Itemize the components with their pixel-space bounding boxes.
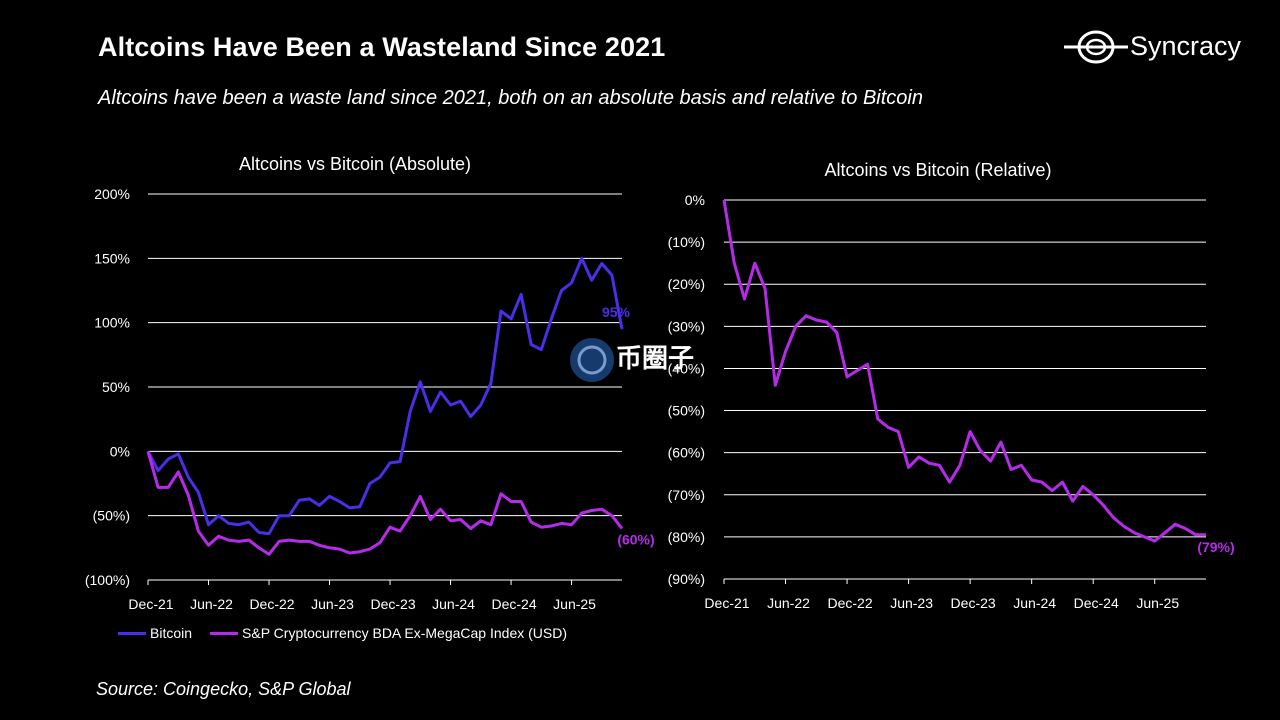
- y-tick-label: (80%): [668, 529, 705, 545]
- x-tick-label: Dec-22: [249, 596, 294, 612]
- y-tick-label: 100%: [94, 315, 130, 331]
- legend-label-bitcoin: Bitcoin: [150, 625, 193, 641]
- y-tick-label: (20%): [668, 276, 705, 292]
- x-tick-label: Jun-23: [890, 595, 933, 611]
- chart-absolute-title: Altcoins vs Bitcoin (Absolute): [239, 154, 471, 174]
- series-end-label: 95%: [602, 304, 631, 320]
- y-tick-label: (50%): [93, 508, 130, 524]
- x-tick-label: Jun-23: [311, 596, 354, 612]
- y-tick-label: (100%): [85, 572, 130, 588]
- chart-absolute-legend: Bitcoin S&P Cryptocurrency BDA Ex-MegaCa…: [118, 625, 567, 641]
- page-subtitle: Altcoins have been a waste land since 20…: [98, 87, 923, 109]
- y-tick-label: 200%: [94, 186, 130, 202]
- y-tick-label: (10%): [668, 234, 705, 250]
- y-tick-label: (90%): [668, 571, 705, 587]
- y-tick-label: (40%): [668, 360, 705, 376]
- chart-relative-title: Altcoins vs Bitcoin (Relative): [824, 160, 1051, 180]
- legend-item-bitcoin: Bitcoin: [118, 625, 192, 641]
- series-line-absolute-0: [146, 256, 624, 536]
- legend-swatch-index: [210, 631, 239, 635]
- series-end-label: (60%): [617, 532, 654, 548]
- series-line-relative-0: [722, 199, 1206, 543]
- series-line-absolute-1: [146, 450, 624, 556]
- y-tick-label: (60%): [668, 445, 705, 461]
- x-tick-label: Jun-22: [767, 595, 810, 611]
- x-tick-label: Jun-24: [1013, 595, 1056, 611]
- x-tick-label: Jun-22: [190, 596, 233, 612]
- watermark: 币圈子: [566, 332, 716, 388]
- x-tick-label: Dec-23: [951, 595, 996, 611]
- x-tick-label: Dec-22: [827, 595, 872, 611]
- watermark-logo-icon: [570, 338, 614, 382]
- page-title: Altcoins Have Been a Wasteland Since 202…: [98, 32, 666, 62]
- x-tick-label: Dec-24: [1074, 595, 1119, 611]
- x-tick-label: Dec-24: [491, 596, 536, 612]
- brand-logo: Syncracy: [1064, 28, 1254, 68]
- x-tick-label: Dec-21: [128, 596, 173, 612]
- y-tick-label: 150%: [94, 250, 130, 266]
- y-tick-label: 50%: [102, 379, 130, 395]
- series-end-label: (79%): [1197, 539, 1234, 555]
- y-tick-label: (30%): [668, 318, 705, 334]
- y-tick-label: 0%: [685, 192, 705, 208]
- x-tick-label: Jun-25: [553, 596, 596, 612]
- brand-name: Syncracy: [1130, 31, 1242, 61]
- y-tick-label: (50%): [668, 403, 705, 419]
- legend-swatch-bitcoin: [118, 631, 146, 635]
- x-tick-label: Dec-21: [704, 595, 749, 611]
- syncracy-logo-icon: [1064, 30, 1128, 64]
- x-tick-label: Jun-25: [1136, 595, 1179, 611]
- legend-label-index: S&P Cryptocurrency BDA Ex-MegaCap Index …: [242, 625, 568, 641]
- watermark-text: 币圈子: [616, 343, 695, 373]
- source-note: Source: Coingecko, S&P Global: [96, 679, 351, 699]
- x-tick-label: Dec-23: [370, 596, 415, 612]
- y-tick-label: (70%): [668, 487, 705, 503]
- x-tick-label: Jun-24: [432, 596, 475, 612]
- y-tick-label: 0%: [110, 443, 130, 459]
- legend-item-index: S&P Cryptocurrency BDA Ex-MegaCap Index …: [210, 625, 567, 641]
